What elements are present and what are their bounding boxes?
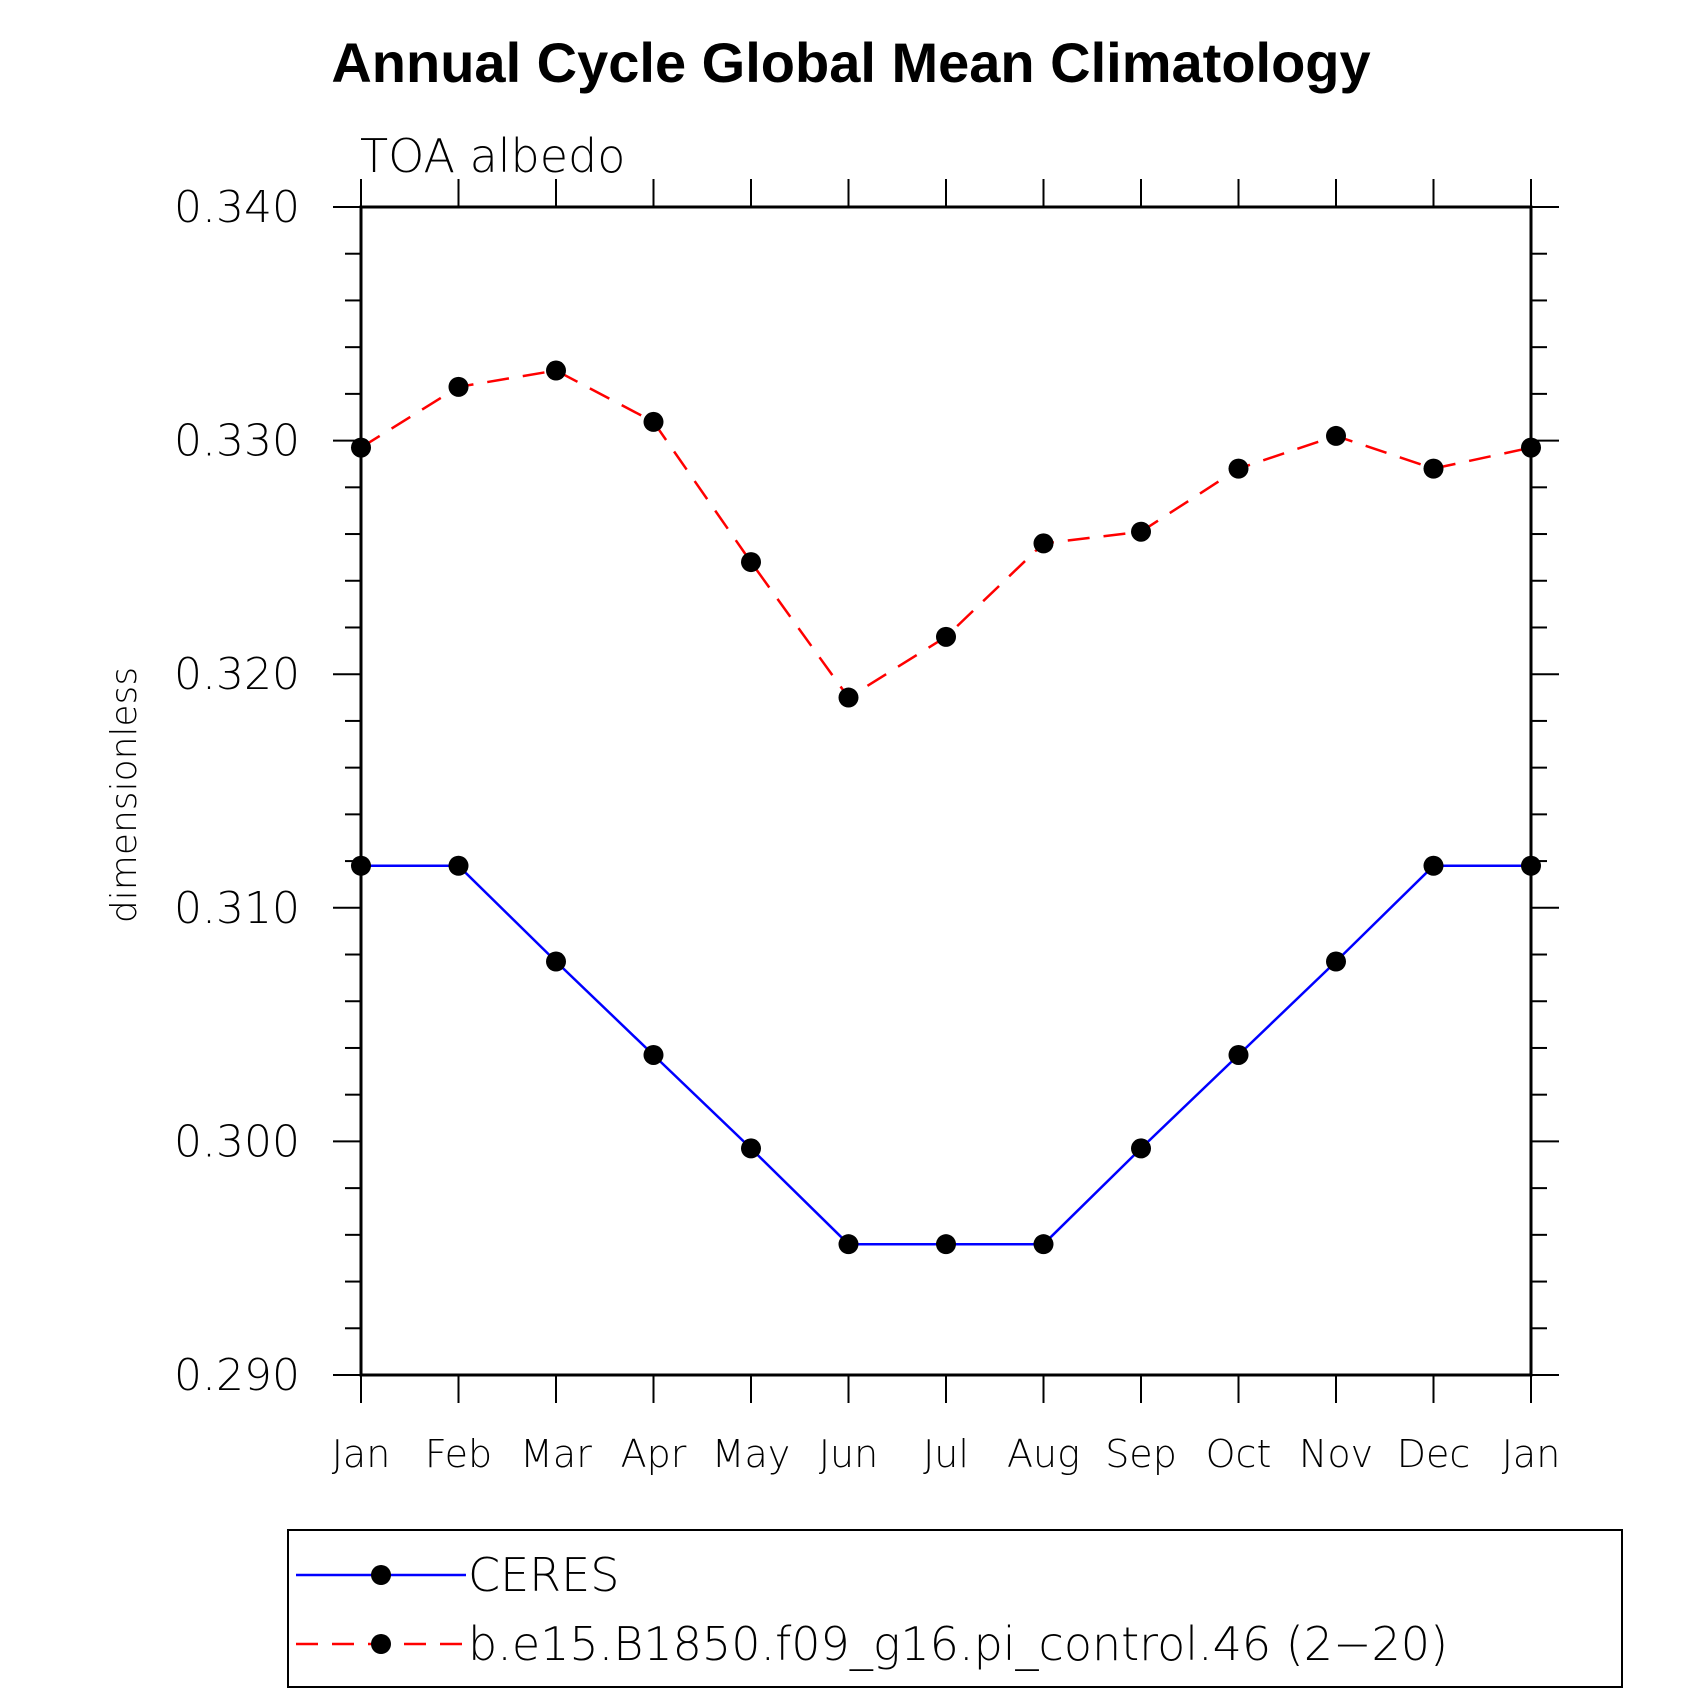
data-point <box>1033 533 1054 554</box>
data-point <box>936 1234 956 1255</box>
data-point <box>1228 1044 1249 1065</box>
x-tick-label: May <box>712 1432 791 1476</box>
data-point <box>643 1044 664 1065</box>
y-tick-label: 0.300 <box>174 1116 300 1167</box>
legend-label: CERES <box>468 1548 619 1602</box>
data-point <box>546 360 566 381</box>
data-point <box>1033 1234 1054 1255</box>
data-point <box>448 855 469 876</box>
series-1 <box>351 855 1541 1255</box>
data-point <box>351 855 371 876</box>
data-point <box>936 626 956 647</box>
x-tick-label: Sep <box>1105 1432 1177 1476</box>
legend-box <box>287 1529 1623 1688</box>
data-point <box>1131 521 1151 542</box>
chart-subtitle: TOA albedo <box>360 129 625 183</box>
data-point <box>741 552 761 573</box>
x-tick-label: Apr <box>621 1432 687 1476</box>
data-point <box>1423 855 1444 876</box>
data-point <box>838 687 859 708</box>
x-tick-label: Mar <box>520 1432 592 1476</box>
legend-label: b.e15.B1850.f09_g16.pi_control.46 (2−20) <box>468 1617 1448 1671</box>
data-point <box>1521 437 1541 458</box>
y-tick-label: 0.290 <box>174 1350 300 1401</box>
data-point <box>448 376 469 397</box>
chart-title: Annual Cycle Global Mean Climatology <box>331 31 1370 94</box>
data-point <box>643 411 664 432</box>
data-point <box>546 951 566 972</box>
data-point <box>1131 1138 1151 1159</box>
series-2 <box>351 360 1541 708</box>
y-axis-label: dimensionless <box>104 667 145 923</box>
x-tick-label: Feb <box>425 1432 492 1476</box>
plot-axes: 0.290 0.300 0.310 0.320 0.330 0.340 Jan Feb Mar A… <box>174 179 1560 1476</box>
data-point <box>741 1138 761 1159</box>
x-tick-label: Nov <box>1299 1432 1373 1476</box>
x-tick-label: Jun <box>819 1432 878 1476</box>
x-tick-label: Jan <box>1502 1432 1561 1476</box>
plot-frame <box>359 205 1533 1377</box>
data-point <box>1423 458 1444 479</box>
data-point <box>1228 458 1249 479</box>
x-tick-label: Oct <box>1206 1432 1272 1476</box>
y-tick-label: 0.340 <box>174 182 300 233</box>
series-line <box>361 864 1531 1246</box>
x-tick-label: Dec <box>1397 1432 1471 1476</box>
legend-marker <box>371 1565 391 1585</box>
data-point <box>351 437 371 458</box>
data-point <box>1521 855 1541 876</box>
data-point <box>1326 951 1346 972</box>
data-point <box>1326 425 1346 446</box>
y-tick-label: 0.320 <box>174 649 300 700</box>
series-layer <box>351 360 1541 1255</box>
x-tick-label: Jul <box>923 1432 969 1476</box>
data-point <box>838 1234 859 1255</box>
legend: CERES b.e15.B1850.f09_g16.pi_control.46 (… <box>287 1529 1623 1688</box>
y-tick-label: 0.330 <box>174 416 300 467</box>
y-tick-label: 0.310 <box>174 883 300 934</box>
x-tick-label: Jan <box>332 1432 391 1476</box>
series-line <box>360 369 1532 700</box>
x-tick-label: Aug <box>1007 1432 1080 1476</box>
legend-marker <box>371 1634 391 1654</box>
